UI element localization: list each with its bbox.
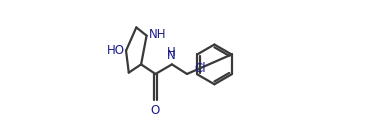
Text: Cl: Cl xyxy=(194,62,206,75)
Text: NH: NH xyxy=(149,28,167,41)
Text: N: N xyxy=(167,49,176,62)
Text: O: O xyxy=(151,104,160,117)
Text: H: H xyxy=(167,46,176,59)
Text: HO: HO xyxy=(106,44,125,57)
